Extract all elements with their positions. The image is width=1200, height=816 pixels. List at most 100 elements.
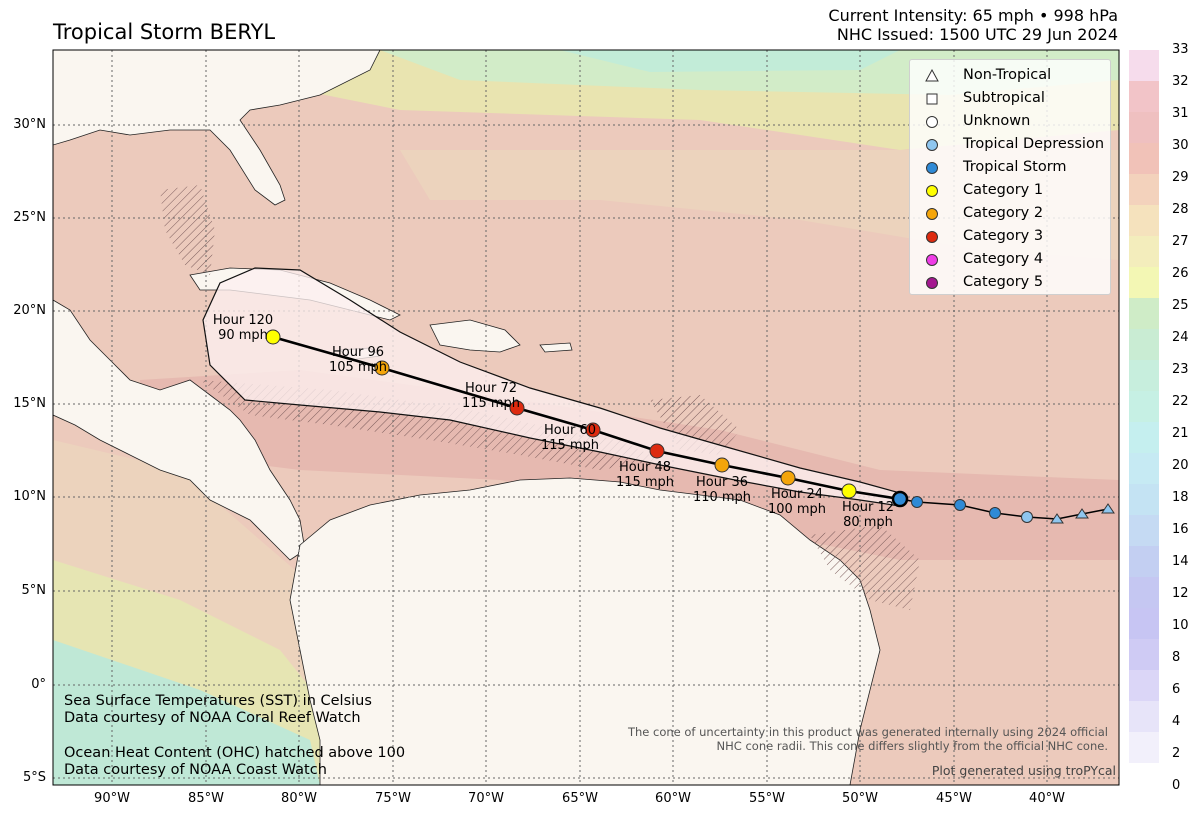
lat-label: 5°S — [22, 770, 46, 785]
cone-of-uncertainty — [202, 267, 901, 507]
legend-item: Category 1 — [910, 179, 1110, 202]
forecast-hour: Hour 24 — [770, 487, 823, 502]
legend-label: Tropical Storm — [963, 159, 1067, 175]
map-title: Tropical Storm BERYL — [53, 20, 276, 44]
colorbar-tick: 28 — [1172, 202, 1189, 217]
forecast-point — [649, 443, 665, 459]
colorbar-tick: 32 — [1172, 74, 1189, 89]
lat-label: 25°N — [13, 210, 46, 225]
past-point-td — [1021, 511, 1033, 523]
forecast-point — [841, 483, 857, 499]
forecast-wind: 90 mph — [218, 328, 268, 343]
legend-item: Category 3 — [910, 225, 1110, 248]
legend-item: Category 4 — [910, 248, 1110, 271]
forecast-hour: Hour 120 — [212, 313, 274, 328]
forecast-point — [780, 470, 796, 486]
colorbar-tick: 10 — [1172, 618, 1189, 633]
colorbar-tick: 20 — [1172, 458, 1189, 473]
forecast-hour: Hour 48 — [618, 460, 671, 475]
lat-label: 5°N — [21, 583, 47, 598]
legend-item: Unknown — [910, 110, 1110, 133]
forecast-label: Hour 72 115 mph — [462, 381, 520, 411]
lat-label: 0° — [31, 677, 46, 692]
forecast-wind: 115 mph — [540, 438, 600, 453]
forecast-label: Hour 120 90 mph — [213, 313, 273, 343]
ohc-note: Ocean Heat Content (OHC) hatched above 1… — [64, 745, 405, 779]
past-point-ts — [911, 496, 923, 508]
forecast-label: Hour 24 100 mph — [768, 487, 826, 517]
forecast-hour: Hour 12 — [842, 500, 894, 515]
legend-label: Subtropical — [963, 90, 1045, 106]
sst-band-22 — [560, 50, 900, 72]
colorbar-tick: 25 — [1172, 298, 1189, 313]
colorbar-tick: 8 — [1172, 650, 1181, 665]
forecast-point — [585, 422, 601, 438]
triangle-icon — [925, 69, 939, 82]
forecast-wind: 115 mph — [461, 396, 521, 411]
forecast-wind: 115 mph — [615, 475, 675, 490]
colorbar-tick: 12 — [1172, 586, 1189, 601]
nhc-issued: NHC Issued: 1500 UTC 29 Jun 2024 — [836, 25, 1118, 44]
colorbar-tick: 18 — [1172, 490, 1189, 505]
forecast-hour: Hour 36 — [695, 475, 748, 490]
forecast-hour: Hour 60 — [543, 423, 596, 438]
colorbar-tick: 14 — [1172, 554, 1189, 569]
past-point-non-tropical — [1050, 513, 1064, 524]
forecast-label: Hour 12 80 mph — [842, 500, 894, 530]
colorbar-tick: 0 — [1172, 778, 1181, 793]
sst-band-pacific-cold — [53, 640, 320, 785]
colorbar-tick: 30 — [1172, 138, 1189, 153]
lat-label: 15°N — [13, 396, 46, 411]
legend-item: Non-Tropical — [910, 64, 1110, 87]
forecast-wind: 105 mph — [328, 360, 388, 375]
forecast-label: Hour 96 105 mph — [329, 345, 387, 375]
colorbar-tick: 16 — [1172, 522, 1189, 537]
colorbar-scale — [1129, 50, 1159, 785]
circle-icon — [926, 231, 938, 243]
legend-label: Tropical Depression — [963, 136, 1105, 152]
colorbar-tick: 24 — [1172, 330, 1189, 345]
lat-label: 10°N — [13, 489, 46, 504]
forecast-wind: 80 mph — [843, 515, 893, 530]
lon-label: 70°W — [468, 791, 504, 806]
forecast-points — [265, 329, 857, 499]
ohc-hatch-gulf — [160, 185, 215, 275]
past-point-ts — [989, 507, 1001, 519]
colorbar-tick: 23 — [1172, 362, 1189, 377]
land-north-america — [53, 50, 381, 206]
legend-label: Category 2 — [963, 205, 1044, 221]
sst-line-2: Data courtesy of NOAA Coral Reef Watch — [64, 710, 361, 726]
colorbar-tick: 4 — [1172, 714, 1181, 729]
ohc-line-1: Ocean Heat Content (OHC) hatched above 1… — [64, 745, 406, 761]
forecast-point — [509, 400, 525, 416]
lon-label: 55°W — [749, 791, 785, 806]
lon-label: 60°W — [655, 791, 691, 806]
storm-info: Current Intensity: 65 mph • 998 hPa NHC … — [828, 6, 1118, 44]
circle-icon — [926, 139, 938, 151]
ohc-line-2: Data courtesy of NOAA Coast Watch — [64, 762, 327, 778]
forecast-hour: Hour 96 — [331, 345, 384, 360]
colorbar-tick: 2 — [1172, 746, 1181, 761]
legend-item: Subtropical — [910, 87, 1110, 110]
colorbar-tick: 22 — [1172, 394, 1189, 409]
forecast-hour: Hour 72 — [464, 381, 517, 396]
colorbar-tick: 33 — [1172, 42, 1189, 57]
sst-line-1: Sea Surface Temperatures (SST) in Celsiu… — [64, 693, 372, 709]
circle-icon — [926, 185, 938, 197]
legend-item: Tropical Depression — [910, 133, 1110, 156]
colorbar-tick: 21 — [1172, 426, 1189, 441]
plot-credit: Plot generated using troPYcal — [931, 763, 1116, 778]
colorbar-tick: 29 — [1172, 170, 1189, 185]
current-position — [891, 490, 909, 508]
circle-icon — [926, 277, 938, 289]
legend-label: Non-Tropical — [963, 67, 1052, 83]
forecast-label: Hour 48 115 mph — [616, 460, 674, 490]
forecast-wind: 100 mph — [767, 502, 827, 517]
lat-label: 30°N — [13, 117, 46, 132]
legend-item: Category 5 — [910, 271, 1110, 294]
map-frame — [52, 49, 1120, 786]
forecast-wind: 110 mph — [692, 490, 752, 505]
past-point-non-tropical — [1075, 508, 1089, 519]
legend-label: Category 5 — [963, 274, 1044, 290]
sst-note: Sea Surface Temperatures (SST) in Celsiu… — [64, 693, 372, 727]
